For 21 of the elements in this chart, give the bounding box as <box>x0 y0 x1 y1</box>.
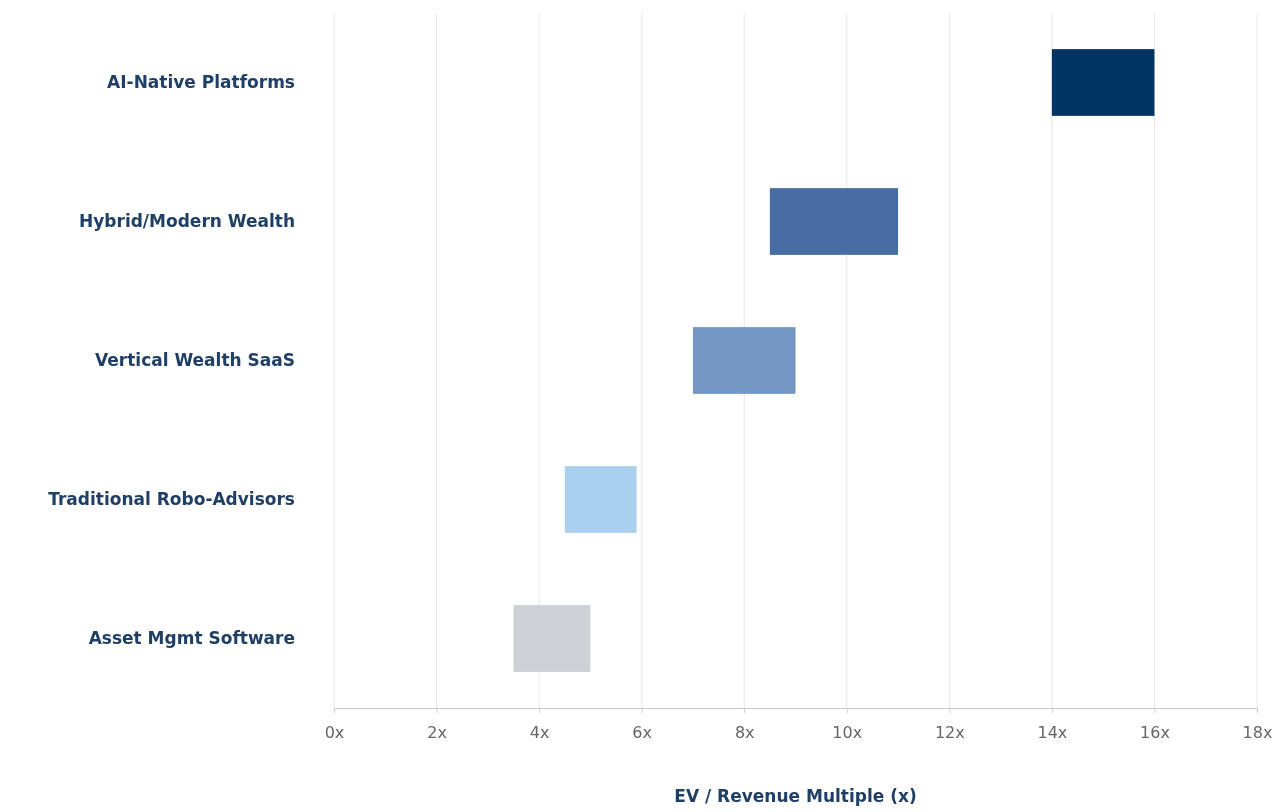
x-tick-label: 16x <box>1140 723 1170 743</box>
bar <box>692 327 796 394</box>
bar <box>1051 49 1155 116</box>
x-tick-label: 10x <box>832 723 863 743</box>
bar <box>564 466 637 533</box>
x-tick-label: 0x <box>324 723 345 743</box>
x-axis-title: EV / Revenue Multiple (x) <box>674 786 917 806</box>
x-tick-label: 14x <box>1037 723 1068 743</box>
bar <box>769 188 899 255</box>
x-tick-label: 18x <box>1242 723 1273 743</box>
y-tick-label: Hybrid/Modern Wealth <box>79 210 295 231</box>
x-tick-label: 2x <box>427 723 447 743</box>
x-tick-label: 6x <box>632 723 652 743</box>
y-tick-label: Asset Mgmt Software <box>88 627 295 648</box>
x-tick-label: 8x <box>734 723 755 743</box>
x-tick-label: 4x <box>529 723 550 743</box>
y-tick-label: Traditional Robo-Advisors <box>48 488 295 509</box>
y-tick-label: AI-Native Platforms <box>107 71 295 92</box>
x-tick-label: 12x <box>934 723 965 743</box>
y-tick-label: Vertical Wealth SaaS <box>95 349 295 370</box>
bar <box>513 605 591 672</box>
